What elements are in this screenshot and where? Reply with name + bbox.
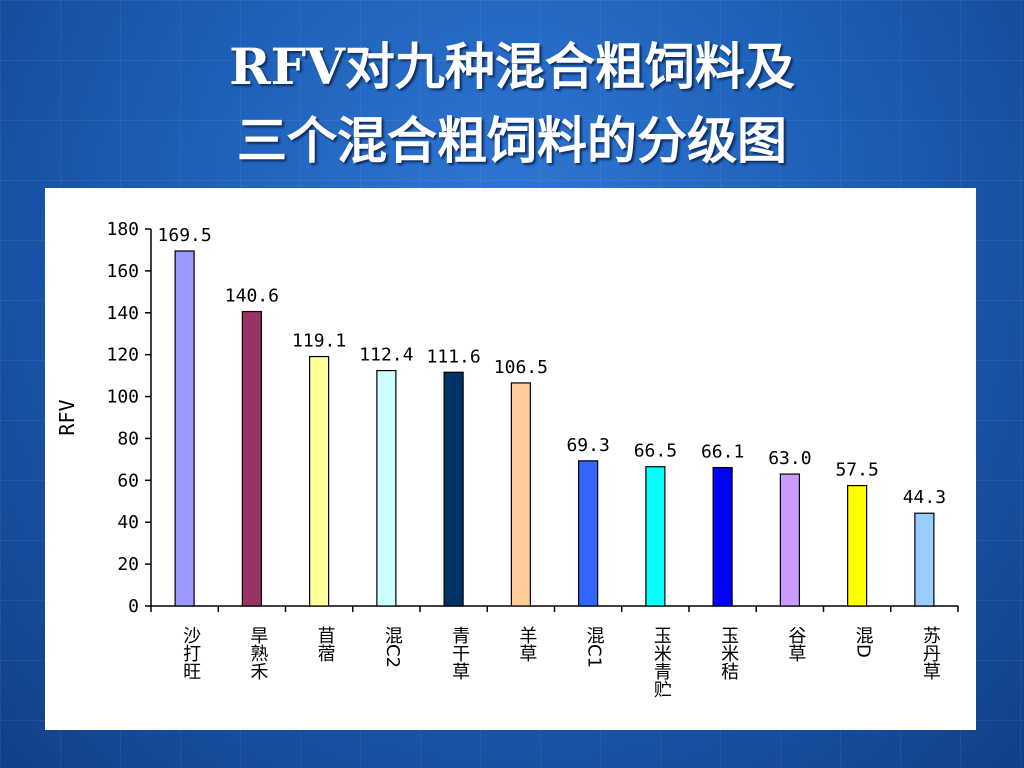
bar: [510, 382, 531, 607]
data-label: 140.6: [225, 286, 279, 307]
y-tick-label: 20: [117, 554, 139, 575]
x-axis: [150, 605, 959, 612]
bar: [779, 473, 800, 607]
data-label: 112.4: [359, 345, 413, 366]
y-tick-label: 180: [106, 219, 139, 240]
y-tick-label: 80: [117, 428, 139, 449]
data-label: 66.1: [701, 442, 744, 463]
data-label: 119.1: [292, 331, 346, 352]
chart-area: 0 20 40 60 80 100 120 140 160 180 169.5 140.6 119.1…: [45, 188, 976, 730]
bar-chart: 0 20 40 60 80 100 120 140 160 180 169.5 140.6 119.1…: [55, 219, 959, 698]
category-label: 混D: [853, 626, 874, 658]
y-tick-label: 140: [106, 303, 139, 324]
y-axis: 0 20 40 60 80 100 120 140 160 180: [106, 219, 152, 617]
y-axis-label: RFV: [55, 399, 79, 435]
data-label: 169.5: [158, 225, 212, 246]
bar: [174, 250, 195, 607]
y-tick-label: 40: [117, 512, 139, 533]
title-line-2: 三个混合粗饲料的分级图: [237, 111, 787, 170]
bar: [645, 466, 666, 607]
category-label: 混C2: [382, 626, 403, 668]
y-tick-label: 160: [106, 261, 139, 282]
bar: [712, 466, 733, 607]
data-label: 57.5: [835, 460, 878, 481]
data-label: 63.0: [768, 448, 811, 469]
data-label: 66.5: [634, 441, 677, 462]
bars: [174, 250, 935, 607]
category-label: 青干草: [449, 626, 470, 680]
y-tick-label: 120: [106, 345, 139, 366]
data-label: 69.3: [566, 435, 609, 456]
category-label: 沙打旺: [180, 626, 201, 680]
bar: [376, 369, 397, 607]
category-label: 苏丹草: [920, 626, 941, 680]
slide-title: RFV对九种混合粗饲料及 三个混合粗饲料的分级图: [0, 30, 1024, 178]
category-label: 谷草: [785, 626, 806, 662]
category-label: 玉米青贮: [651, 626, 672, 698]
y-tick-label: 100: [106, 387, 139, 408]
data-label: 106.5: [494, 357, 548, 378]
bar: [578, 460, 599, 607]
bar: [847, 484, 868, 607]
y-tick-label: 0: [128, 596, 139, 617]
category-label: 混C1: [584, 626, 605, 668]
bar: [443, 371, 464, 607]
data-label: 111.6: [427, 346, 481, 367]
data-label: 44.3: [903, 487, 946, 508]
title-line-1: RFV对九种混合粗饲料及: [229, 37, 795, 96]
category-label: 旱熟禾: [247, 626, 268, 680]
category-label: 羊草: [516, 626, 537, 662]
category-label: 玉米秸: [718, 626, 739, 680]
bar: [914, 512, 935, 607]
bar: [241, 310, 262, 607]
category-label: 苜蓿: [315, 626, 336, 662]
y-tick-label: 60: [117, 470, 139, 491]
bar: [309, 355, 330, 607]
category-labels: 沙打旺 旱熟禾 苜蓿 混C2 青干草 羊草 混C1 玉米青贮 玉米秸 谷草 混D 苏丹草: [180, 626, 941, 698]
data-labels: 169.5 140.6 119.1 112.4 111.6 106.5 69.3 66.5 66…: [158, 225, 947, 508]
